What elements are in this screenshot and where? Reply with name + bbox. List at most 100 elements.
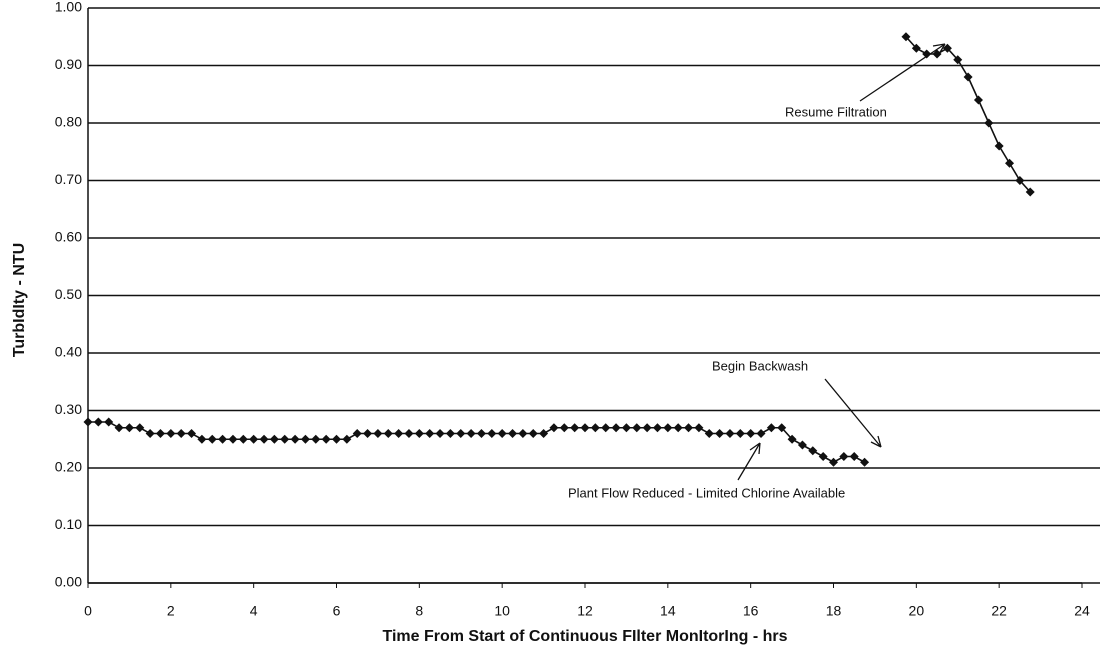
point [352, 429, 362, 438]
x-tick-label: 2 [167, 603, 175, 619]
point [984, 118, 994, 128]
annotation: Begin Backwash [712, 358, 808, 373]
point [973, 95, 983, 105]
point [829, 457, 838, 467]
point [435, 429, 445, 438]
point [321, 434, 331, 444]
point [839, 452, 849, 461]
point [187, 429, 197, 438]
y-tick-label: 0.90 [55, 56, 82, 72]
point [425, 429, 435, 438]
point [456, 429, 466, 438]
point [1005, 158, 1015, 168]
point [694, 423, 704, 433]
point [632, 423, 642, 433]
y-tick-label: 1.00 [55, 0, 82, 15]
point [860, 457, 870, 467]
x-tick-label: 8 [415, 603, 423, 619]
point [849, 452, 859, 461]
point [249, 434, 259, 444]
point [135, 423, 145, 433]
point [466, 429, 476, 438]
line [88, 36, 1031, 464]
point [166, 429, 176, 438]
point [715, 429, 725, 438]
point [476, 429, 486, 438]
point [580, 423, 590, 433]
point [673, 423, 683, 433]
point [404, 429, 414, 438]
point [787, 434, 797, 444]
point [652, 423, 662, 433]
point [642, 423, 652, 433]
point [797, 440, 807, 450]
point [176, 429, 186, 438]
y-tick-label: 0.70 [55, 171, 82, 187]
x-axis-label: Time From Start of Continuous FIlter Mon… [382, 628, 787, 645]
point [994, 141, 1004, 151]
point [104, 417, 114, 427]
point [611, 423, 621, 433]
x-tick-label: 12 [577, 603, 593, 619]
y-tick-label: 0.80 [55, 114, 82, 130]
point [808, 446, 818, 456]
point [445, 429, 455, 438]
point [901, 32, 911, 42]
arrow [737, 442, 761, 481]
point [300, 434, 310, 444]
point [383, 429, 393, 438]
point [497, 429, 507, 438]
point [1015, 176, 1025, 185]
arrow [859, 43, 946, 102]
point [570, 423, 580, 433]
x-tick-label: 18 [826, 603, 842, 619]
x-tick-label: 10 [494, 603, 510, 619]
point [601, 423, 611, 433]
point [942, 43, 952, 53]
x-tick-label: 22 [991, 603, 1007, 619]
point [766, 423, 776, 433]
point [684, 423, 694, 433]
point [259, 434, 269, 444]
point [518, 429, 528, 438]
point [735, 429, 745, 438]
point [549, 423, 559, 433]
x-tick-label: 16 [743, 603, 759, 619]
point [508, 429, 518, 438]
point [373, 429, 383, 438]
point [218, 434, 228, 444]
point [704, 429, 714, 438]
annotation: Plant Flow Reduced - Limited Chlorine Av… [568, 485, 845, 500]
x-tick-label: 4 [250, 603, 258, 619]
annotation: Resume Filtration [785, 104, 887, 119]
point [238, 434, 248, 444]
point [818, 452, 828, 461]
point [746, 429, 756, 438]
y-tick-label: 0.40 [55, 344, 82, 360]
x-tick-label: 0 [84, 603, 92, 619]
point [114, 423, 124, 433]
point [197, 434, 207, 444]
point [963, 72, 973, 82]
point [922, 49, 932, 59]
y-tick-label: 0.60 [55, 229, 82, 245]
point [290, 434, 300, 444]
point [911, 43, 921, 53]
point [332, 434, 341, 444]
y-axis-label: TurbIdIty - NTU [11, 243, 28, 357]
x-tick-label: 14 [660, 603, 676, 619]
point [280, 434, 290, 444]
x-tick-label: 24 [1074, 603, 1090, 619]
point [155, 429, 165, 438]
point [228, 434, 238, 444]
y-tick-label: 0.30 [55, 401, 82, 417]
y-tick-label: 0.10 [55, 516, 82, 532]
point [621, 423, 631, 433]
point [311, 434, 321, 444]
point [590, 423, 600, 433]
point [394, 429, 404, 438]
point [269, 434, 279, 444]
point [528, 429, 538, 438]
point [932, 49, 942, 59]
